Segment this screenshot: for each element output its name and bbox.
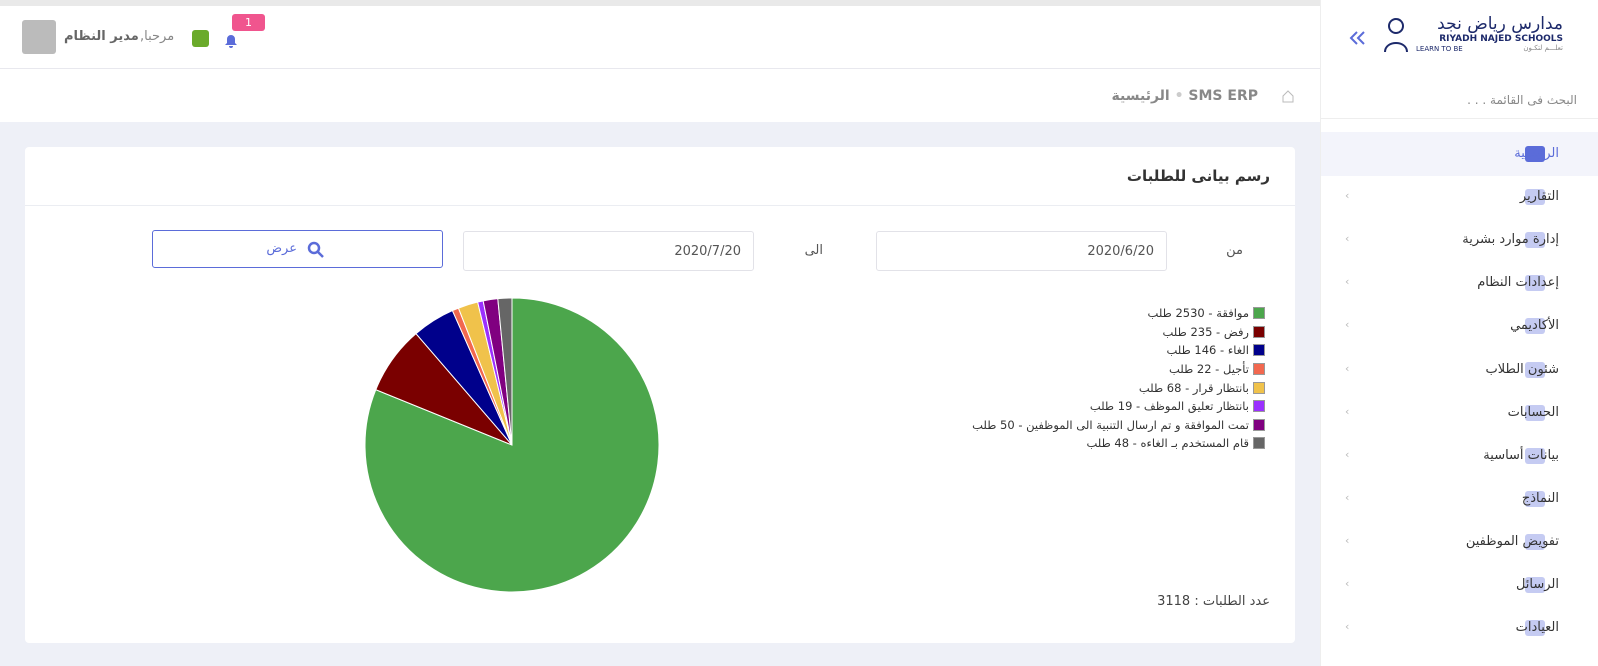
menu-icon — [1525, 404, 1545, 421]
menu-icon — [1525, 577, 1545, 593]
legend-entry: الغاء - 146 طلب — [972, 341, 1265, 360]
menu-chevron: ‹ — [1345, 275, 1350, 289]
home-icon[interactable] — [1281, 89, 1295, 103]
breadcrumb: SMS ERP • الرئيسية — [1111, 88, 1258, 104]
menu-item[interactable]: الرسائل — [1515, 577, 1559, 592]
menu-item[interactable]: شئون الطلاب — [1485, 361, 1559, 377]
menu-chevron: ‹ — [1345, 447, 1350, 461]
legend-swatch — [1253, 400, 1265, 413]
total-value: 3118 — [1157, 594, 1191, 609]
legend-swatch — [1253, 418, 1265, 431]
menu-item[interactable]: الأكاديمي — [1510, 318, 1559, 334]
menu-icon — [1525, 361, 1545, 378]
legend-entry: بانتظار تعليق الموظف - 19 طلب — [972, 397, 1265, 416]
legend-swatch — [1253, 307, 1265, 320]
chart-card: رسم بيانى للطلبات من 2020/6/20 الى 2020/… — [25, 147, 1295, 643]
top-bar: مدير النظام مرحبا, 1 — [0, 6, 1320, 69]
legend-swatch — [1253, 325, 1265, 338]
menu-item[interactable]: الرئيسية — [1514, 146, 1559, 161]
flag[interactable] — [192, 30, 209, 47]
menu-chevron: ‹ — [1345, 533, 1350, 547]
legend-swatch — [1253, 363, 1265, 376]
legend-label: بانتظار تعليق الموظف - 19 طلب — [1089, 399, 1249, 414]
menu-icon — [1525, 620, 1545, 637]
card-title: رسم بيانى للطلبات — [1126, 167, 1270, 185]
menu-item[interactable]: إعدادات النظام — [1477, 275, 1559, 291]
tagline-english: LEARN TO BE — [1416, 45, 1463, 53]
greeting: مرحبا, — [140, 29, 175, 44]
breadcrumb-item[interactable]: الرئيسية — [1111, 88, 1170, 104]
menu-icon — [1525, 275, 1545, 292]
divider — [25, 205, 1295, 206]
active-item-bg — [1321, 132, 1598, 176]
menu-chevron: ‹ — [1345, 318, 1350, 332]
user-name[interactable]: مدير النظام — [64, 29, 139, 44]
legend: موافقة - 2530 طلب رفض - 235 طلب الغاء - 14… — [972, 304, 1265, 453]
menu-icon — [1525, 318, 1545, 335]
menu-chevron: ‹ — [1345, 620, 1350, 634]
legend-swatch — [1253, 381, 1265, 394]
from-label: من — [1226, 243, 1243, 258]
legend-entry: تأجيل - 22 طلب — [972, 360, 1265, 379]
legend-entry: رفض - 235 طلب — [972, 323, 1265, 342]
menu-chevron: ‹ — [1345, 189, 1350, 203]
menu-item[interactable]: الحسابات — [1507, 404, 1559, 420]
legend-label: قام المستخدم بـ الغاءه - 48 طلب — [1086, 436, 1249, 451]
legend-entry: موافقة - 2530 طلب — [972, 304, 1265, 323]
total: عدد الطلبات : 3118 — [1157, 594, 1270, 609]
avatar[interactable] — [22, 20, 56, 54]
bell-icon[interactable] — [224, 34, 238, 48]
menu-search[interactable]: البحث فى القائمة . . . — [1467, 93, 1577, 107]
legend-swatch — [1253, 344, 1265, 357]
menu-icon — [1525, 146, 1545, 162]
sidebar: مدارس رياض نجد RIYADH NAJED SCHOOLS LEAR… — [1320, 0, 1598, 666]
show-button[interactable]: عرض — [152, 230, 443, 268]
top-strip — [0, 0, 1598, 6]
menu-icon — [1525, 533, 1545, 550]
logo-arabic: مدارس رياض نجد — [1437, 14, 1563, 34]
collapse-icon[interactable] — [1347, 28, 1367, 48]
to-date: 2020/7/20 — [674, 244, 741, 259]
menu-item[interactable]: التقارير — [1519, 189, 1559, 205]
menu-chevron: ‹ — [1345, 577, 1350, 590]
menu-chevron: ‹ — [1345, 490, 1350, 504]
logo-icon — [1384, 18, 1408, 53]
legend-entry: تمت الموافقة و تم ارسال التنبية الى المو… — [972, 416, 1265, 435]
button-label: عرض — [266, 241, 297, 256]
breadcrumb-bar: SMS ERP • الرئيسية — [0, 69, 1320, 122]
logo-english: RIYADH NAJED SCHOOLS — [1439, 34, 1563, 44]
from-date-input[interactable]: 2020/6/20 — [876, 231, 1167, 271]
tagline-arabic: تعلـــم لتكـون — [1523, 44, 1563, 52]
menu-icon — [1525, 232, 1545, 249]
search-icon — [307, 241, 324, 258]
legend-label: موافقة - 2530 طلب — [1147, 306, 1249, 321]
to-date-input[interactable]: 2020/7/20 — [463, 231, 754, 271]
legend-label: رفض - 235 طلب — [1162, 324, 1249, 339]
breadcrumb-item[interactable]: SMS ERP — [1188, 88, 1258, 104]
menu-item[interactable]: بيانات أساسية — [1483, 447, 1559, 463]
notification-badge: 1 — [232, 14, 265, 31]
legend-label: بانتظار قرار - 68 طلب — [1138, 380, 1249, 395]
menu-chevron: ‹ — [1345, 404, 1350, 418]
menu-item[interactable]: النماذج — [1521, 490, 1559, 506]
legend-entry: بانتظار قرار - 68 طلب — [972, 378, 1265, 397]
menu-item[interactable]: العيادات — [1515, 620, 1559, 636]
legend-label: تمت الموافقة و تم ارسال التنبية الى المو… — [972, 417, 1249, 432]
menu-icon — [1525, 490, 1545, 507]
legend-swatch — [1253, 437, 1265, 450]
divider — [1321, 118, 1598, 119]
menu-item[interactable]: إدارة موارد بشرية — [1462, 232, 1559, 248]
legend-label: الغاء - 146 طلب — [1166, 343, 1250, 358]
menu-icon — [1525, 447, 1545, 464]
menu-chevron: ‹ — [1345, 361, 1350, 375]
to-label: الى — [804, 243, 823, 258]
total-label: عدد الطلبات : — [1194, 594, 1270, 609]
menu-icon — [1525, 189, 1545, 206]
from-date: 2020/6/20 — [1087, 244, 1154, 259]
legend-label: تأجيل - 22 طلب — [1168, 362, 1249, 377]
menu-item[interactable]: تفويض الموظفين — [1465, 533, 1559, 549]
legend-entry: قام المستخدم بـ الغاءه - 48 طلب — [972, 434, 1265, 453]
menu-chevron: ‹ — [1345, 232, 1350, 246]
